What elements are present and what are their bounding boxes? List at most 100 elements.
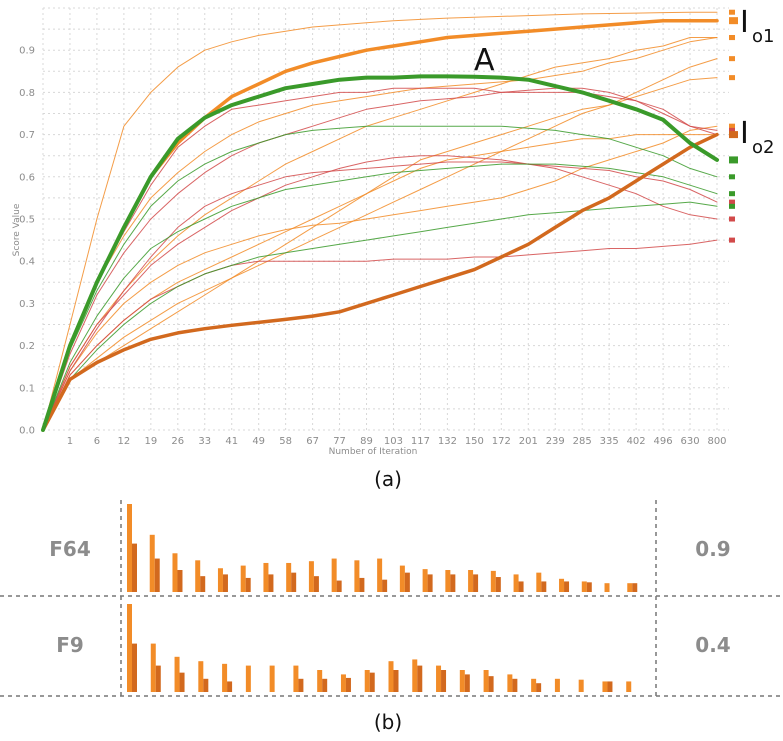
bar-secondary — [512, 678, 518, 692]
series-line — [42, 201, 718, 431]
row-value-f9: 0.4 — [695, 633, 730, 657]
bar-secondary — [345, 677, 351, 692]
bar-primary — [604, 583, 610, 592]
x-tick-label: 12 — [118, 436, 131, 447]
series-end-marker — [729, 174, 735, 180]
y-axis: 0.0 0.1 0.2 0.3 0.4 0.5 0.6 0.7 0.8 0.9 — [19, 46, 35, 437]
bar-primary — [626, 681, 632, 692]
bar-primary — [377, 558, 383, 592]
bar-primary — [127, 604, 132, 692]
x-tick-label: 33 — [198, 436, 211, 447]
bar-secondary — [586, 582, 592, 592]
bar-secondary — [313, 576, 319, 592]
bar-primary — [245, 665, 251, 692]
end-markers — [729, 9, 738, 243]
annotation-io1-sub: o1 — [752, 26, 774, 47]
bar-secondary — [132, 543, 137, 592]
panel-b-bar-chart: F64 0.9 F9 0.4 (b) — [0, 500, 783, 734]
y-tick-label: 0.1 — [19, 383, 35, 394]
bar-primary — [354, 560, 360, 592]
series-line — [42, 125, 718, 431]
series-line — [42, 239, 718, 431]
x-tick-label: 67 — [306, 436, 319, 447]
series-end-marker — [729, 237, 735, 243]
bar-primary — [195, 560, 201, 592]
bar-secondary — [417, 665, 423, 692]
bar-primary — [149, 534, 155, 592]
series-line — [42, 87, 718, 431]
bar-secondary — [291, 572, 297, 592]
bar-primary — [286, 562, 292, 592]
bar-secondary — [322, 678, 328, 692]
bar-primary — [578, 679, 584, 692]
x-tick-label: 49 — [252, 436, 265, 447]
bar-secondary — [427, 574, 433, 592]
bar-primary — [483, 670, 489, 692]
series-line — [42, 37, 718, 431]
x-tick-label: 132 — [438, 436, 457, 447]
row-label-f9: F9 — [56, 633, 84, 657]
series-end-marker — [729, 216, 735, 222]
bar-secondary — [632, 583, 638, 592]
grid — [42, 7, 729, 431]
bar-primary — [127, 504, 132, 592]
x-tick-label: 19 — [144, 436, 157, 447]
series-line — [42, 37, 718, 431]
bar-primary — [412, 659, 418, 692]
x-axis-label: Number of Iteration — [329, 447, 418, 457]
series-end-marker — [729, 56, 735, 62]
caption-a: (a) — [374, 467, 402, 491]
bar-primary — [364, 670, 370, 692]
series-end-marker — [729, 75, 735, 81]
annotation-io2-sub: o2 — [752, 137, 774, 158]
y-axis-label: Score Value — [12, 203, 22, 256]
bar-secondary — [382, 579, 388, 592]
bar-secondary — [473, 574, 479, 592]
bar-secondary — [464, 674, 470, 692]
bar-primary — [490, 570, 496, 592]
bar-primary — [340, 674, 346, 692]
series-end-marker — [729, 131, 738, 139]
x-tick-label: 335 — [600, 436, 619, 447]
bar-primary — [331, 558, 337, 592]
bar-primary — [531, 678, 537, 692]
bar-primary — [399, 565, 405, 592]
bar-secondary — [536, 683, 542, 692]
x-tick-label: 6 — [94, 436, 100, 447]
bar-primary — [317, 670, 323, 692]
bar-secondary — [393, 670, 399, 692]
x-tick-label: 89 — [360, 436, 373, 447]
series-line — [41, 132, 719, 432]
bar-primary — [263, 562, 269, 592]
bar-primary — [554, 678, 560, 692]
bar-primary — [436, 665, 442, 692]
series-end-marker — [729, 9, 735, 15]
bar-primary — [293, 665, 299, 692]
y-tick-label: 0.7 — [19, 130, 35, 141]
bar-secondary — [441, 670, 447, 692]
bar-primary — [459, 670, 465, 692]
x-tick-label: 103 — [384, 436, 403, 447]
bar-primary — [172, 553, 178, 592]
panel-a-line-chart: 0.0 0.1 0.2 0.3 0.4 0.5 0.6 0.7 0.8 0.9 1 6 12 19 26 3… — [12, 5, 774, 491]
bar-secondary — [227, 681, 233, 692]
bar-secondary — [607, 681, 613, 692]
annotation-io2-main: I — [740, 116, 749, 151]
x-tick-label: 285 — [573, 436, 592, 447]
bar-secondary — [488, 676, 494, 692]
series-group — [41, 11, 719, 432]
bar-primary — [222, 663, 228, 692]
series-line — [42, 163, 718, 431]
x-tick-label: 172 — [492, 436, 511, 447]
series-end-marker — [729, 127, 735, 133]
series-line — [41, 18, 719, 432]
bar-primary — [240, 565, 246, 592]
bar-secondary — [336, 580, 342, 592]
bar-primary — [422, 569, 428, 592]
series-line — [42, 155, 718, 431]
bar-secondary — [177, 570, 183, 592]
bar-primary — [217, 568, 223, 592]
series-end-marker — [729, 199, 735, 205]
y-tick-label: 0.0 — [19, 426, 35, 437]
bar-primary — [388, 661, 394, 692]
